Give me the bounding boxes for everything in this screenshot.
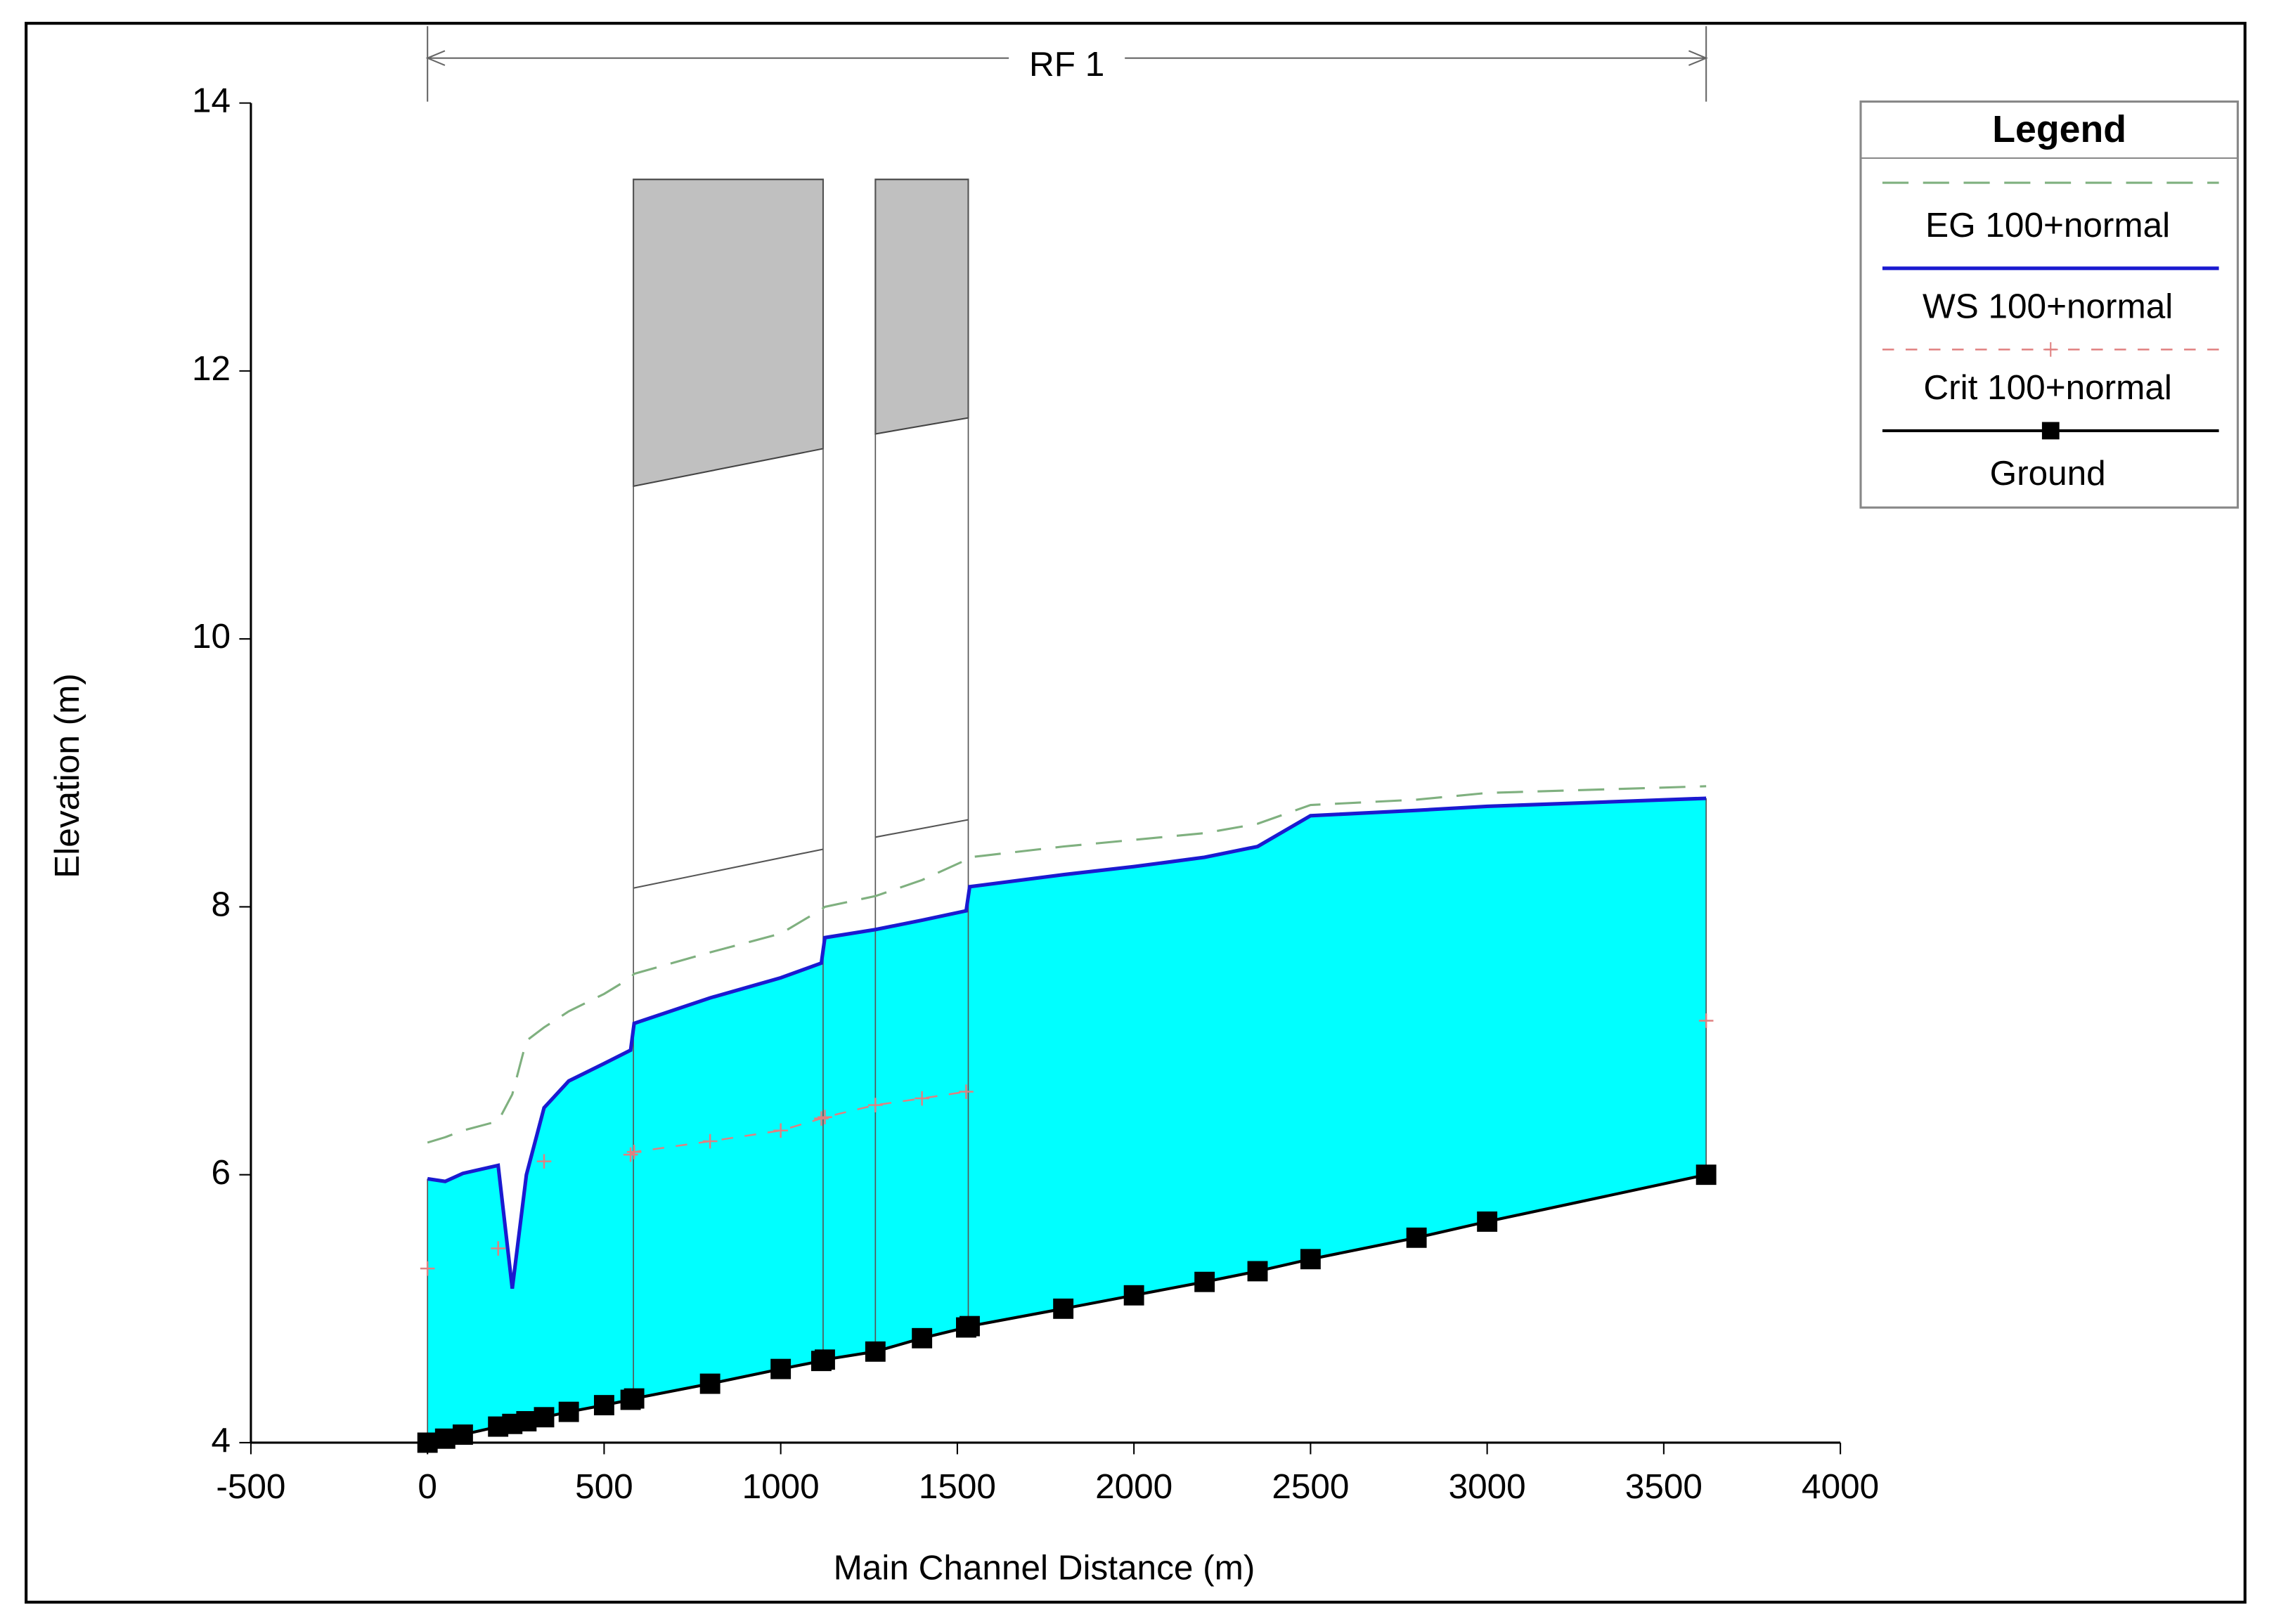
- reach-label: RF 1: [1029, 45, 1104, 84]
- ground-marker: [1477, 1211, 1498, 1232]
- x-axis-title: Main Channel Distance (m): [834, 1549, 1255, 1587]
- ground-marker: [624, 1388, 645, 1409]
- crit-marker: [702, 1133, 718, 1149]
- bridge-deck: [633, 178, 824, 488]
- crit-marker: [959, 1084, 974, 1099]
- legend-title: Legend: [1992, 108, 2126, 150]
- crit-marker: [420, 1261, 435, 1276]
- ground-marker: [452, 1424, 473, 1445]
- ground-marker: [1300, 1249, 1321, 1270]
- ground-marker: [770, 1358, 792, 1379]
- x-tick-label: 1500: [919, 1467, 996, 1506]
- y-tick-label: 12: [192, 349, 231, 388]
- x-tick-label: 1000: [742, 1467, 820, 1506]
- x-tick-label: 500: [575, 1467, 633, 1506]
- crit-marker: [623, 1147, 638, 1162]
- ground-marker: [1053, 1298, 1074, 1319]
- x-tick-label: 3500: [1625, 1467, 1703, 1506]
- ground-marker: [912, 1327, 933, 1349]
- legend-swatch-marker: [2041, 422, 2060, 440]
- x-tick-label: -500: [216, 1467, 285, 1506]
- y-tick-label: 10: [192, 617, 231, 656]
- crit-marker: [814, 1111, 829, 1126]
- ground-marker: [1406, 1227, 1427, 1248]
- x-tick-label: 3000: [1449, 1467, 1526, 1506]
- crit-marker: [868, 1098, 883, 1112]
- ground-marker: [699, 1373, 721, 1394]
- y-tick-label: 14: [192, 82, 231, 120]
- x-tick-label: 0: [418, 1467, 437, 1506]
- ground-marker: [1247, 1261, 1268, 1282]
- y-tick-label: 6: [212, 1153, 231, 1192]
- ground-marker: [1194, 1271, 1215, 1292]
- legend-label: Crit 100+normal: [1923, 368, 2172, 407]
- ground-marker: [865, 1341, 886, 1362]
- crit-marker: [626, 1144, 642, 1159]
- legend-label: Ground: [1990, 454, 2106, 493]
- x-tick-label: 2500: [1272, 1467, 1349, 1506]
- low-chord: [633, 848, 824, 889]
- crit-marker: [536, 1154, 552, 1169]
- y-tick-label: 8: [212, 885, 231, 924]
- x-tick-label: 4000: [1802, 1467, 1879, 1506]
- low-chord: [875, 819, 969, 838]
- crit-marker: [818, 1110, 832, 1125]
- legend: Legend EG 100+normal WS 100+normal Crit 10…: [1859, 100, 2239, 509]
- crit-marker: [915, 1091, 929, 1106]
- legend-label: EG 100+normal: [1925, 206, 2170, 245]
- y-axis-title: Elevation (m): [48, 673, 86, 878]
- legend-label: WS 100+normal: [1923, 287, 2173, 326]
- y-tick-label: 4: [212, 1421, 231, 1460]
- bridge-deck: [874, 178, 969, 435]
- series-line: [427, 796, 1707, 1290]
- ground-marker: [516, 1411, 537, 1431]
- ground-marker: [1695, 1164, 1717, 1185]
- ground-marker: [558, 1401, 579, 1422]
- series-line: [427, 785, 1707, 1144]
- ground-marker: [417, 1432, 438, 1453]
- crit-marker: [1698, 1013, 1714, 1028]
- ground-marker: [593, 1395, 614, 1416]
- crit-marker: [491, 1241, 505, 1256]
- x-tick-label: 2000: [1095, 1467, 1172, 1506]
- ground-marker: [434, 1428, 456, 1449]
- ground-marker: [815, 1349, 835, 1370]
- ground-marker: [534, 1407, 555, 1428]
- ground-marker: [1123, 1285, 1144, 1306]
- water-fill: [427, 798, 1707, 1443]
- ground-marker: [960, 1316, 980, 1337]
- reach-arrow: [425, 50, 1708, 66]
- crit-marker: [773, 1123, 788, 1138]
- legend-box: [1859, 100, 2239, 509]
- legend-swatch-marker: [2043, 342, 2058, 357]
